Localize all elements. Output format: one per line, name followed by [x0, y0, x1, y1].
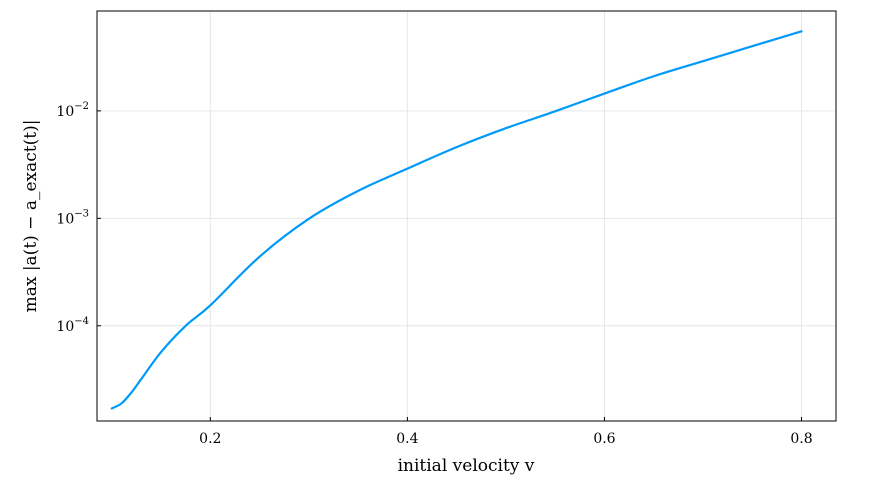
- y-gridlines: [97, 110, 836, 327]
- y-tick-label: 10−2: [56, 101, 89, 120]
- x-axis-label: initial velocity v: [398, 456, 535, 476]
- x-tick-label: 0.8: [790, 431, 812, 447]
- x-tick-label: 0.2: [199, 431, 221, 447]
- series-layer: [110, 30, 803, 410]
- plot-frame: [96, 10, 837, 422]
- x-gridlines: [209, 11, 803, 421]
- y-tick-labels: 10−4 10−3 10−2: [56, 101, 89, 335]
- x-tick-labels: 0.2 0.4 0.6 0.8: [199, 431, 812, 447]
- y-tick-label: 10−4: [56, 316, 89, 335]
- series-line: [110, 30, 803, 410]
- y-tick-label: 10−3: [56, 208, 89, 227]
- x-tick-label: 0.4: [396, 431, 418, 447]
- x-tick-label: 0.6: [593, 431, 615, 447]
- y-axis-label: max |a(t) − a_exact(t)|: [21, 120, 41, 313]
